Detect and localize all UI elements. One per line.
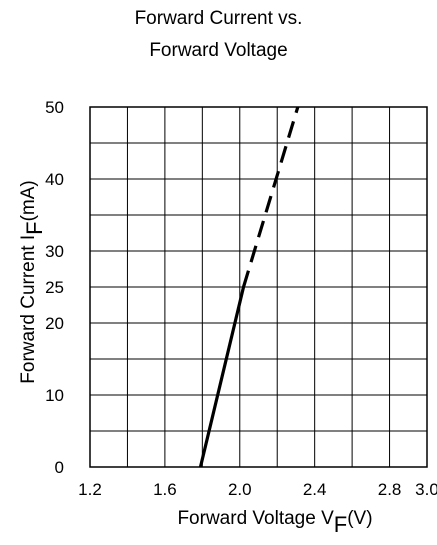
y-tick-label: 30 (45, 242, 64, 261)
plot-frame (89, 106, 428, 468)
y-tick-label: 20 (45, 314, 64, 333)
y-axis-title: Forward Current IF(mA) (18, 180, 47, 383)
y-tick-label: 40 (45, 170, 64, 189)
x-tick-label: 2.8 (378, 480, 402, 499)
y-tick-label: 50 (45, 98, 64, 117)
x-tick-label: 2.4 (303, 480, 327, 499)
curve-dashed (241, 106, 300, 288)
x-tick-label: 2.0 (228, 480, 252, 499)
x-axis-title: Forward Voltage VF(V) (177, 508, 372, 537)
y-tick-label: 10 (45, 386, 64, 405)
x-tick-label: 3.0 (415, 480, 437, 499)
chart-title-line-1: Forward Current vs. (134, 8, 303, 29)
chart-title-line-2: Forward Voltage (149, 40, 288, 61)
y-tick-label: 25 (45, 278, 64, 297)
x-tick-label: 1.2 (78, 480, 102, 499)
curve-solid (198, 286, 246, 468)
x-tick-label: 1.6 (153, 480, 177, 499)
y-tick-label: 0 (55, 458, 64, 477)
